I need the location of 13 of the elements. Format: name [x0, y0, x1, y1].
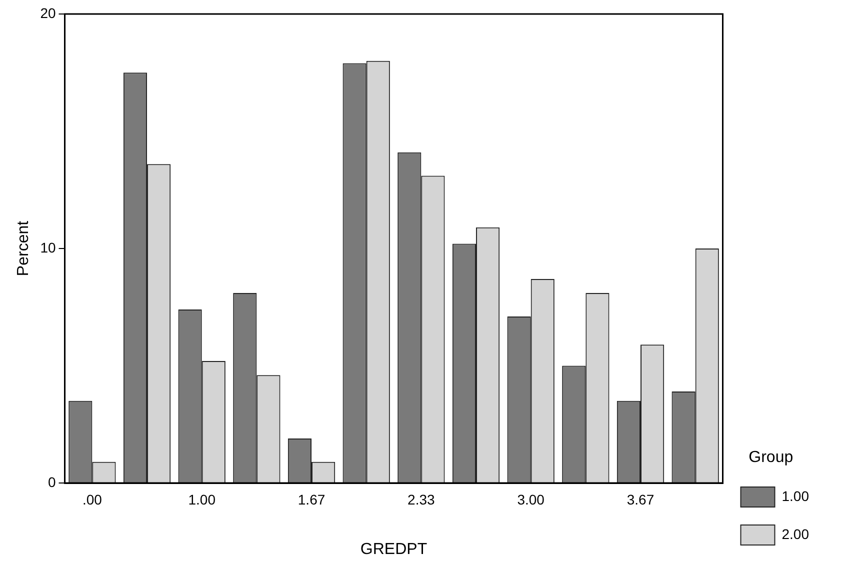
legend-title: Group: [748, 449, 794, 466]
x-tick-label: 2.33: [408, 491, 436, 508]
x-tick-label: 3.67: [626, 491, 654, 508]
x-axis-title: GREDPT: [360, 540, 428, 558]
x-tick-label: .00: [82, 491, 102, 508]
legend-label: 2.00: [782, 526, 810, 542]
y-tick-label: 10: [40, 239, 56, 256]
y-axis-title: Percent: [15, 220, 32, 276]
y-tick-label: 0: [48, 474, 56, 490]
x-tick-label: 1.67: [298, 491, 326, 508]
y-tick-label: 20: [40, 4, 56, 21]
x-tick-label: 1.00: [188, 491, 216, 508]
x-tick-label: 3.00: [517, 491, 545, 508]
